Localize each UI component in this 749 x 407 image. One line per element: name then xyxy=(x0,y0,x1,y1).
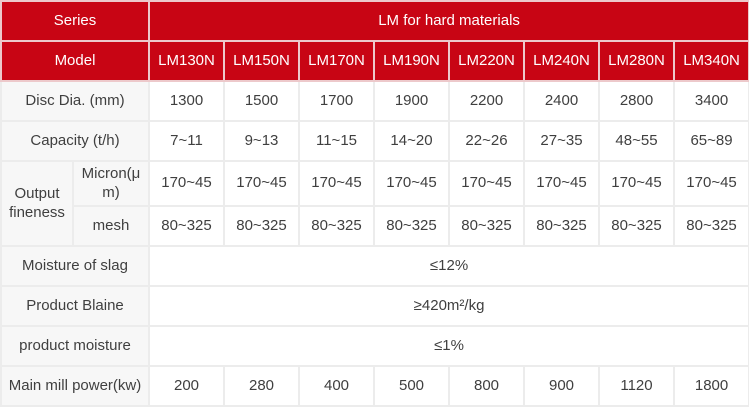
disc-dia-cell: 1500 xyxy=(223,80,300,122)
disc-dia-cell: 1300 xyxy=(148,80,225,122)
product-moisture-label: product moisture xyxy=(0,325,150,367)
micron-cell: 170~45 xyxy=(672,160,749,207)
disc-dia-cell: 3400 xyxy=(672,80,749,122)
capacity-cell: 65~89 xyxy=(672,120,749,162)
model-header-label: Model xyxy=(0,40,150,82)
micron-cell: 170~45 xyxy=(298,160,375,207)
capacity-cell: 48~55 xyxy=(598,120,675,162)
power-cell: 500 xyxy=(373,365,450,407)
micron-cell: 170~45 xyxy=(148,160,225,207)
disc-dia-cell: 2800 xyxy=(598,80,675,122)
series-header-label: Series xyxy=(0,0,150,42)
series-row: Series LM for hard materials xyxy=(0,0,749,42)
micron-cell: 170~45 xyxy=(223,160,300,207)
mesh-cell: 80~325 xyxy=(223,205,300,247)
main-mill-power-label: Main mill power(kw) xyxy=(0,365,150,407)
capacity-cell: 11~15 xyxy=(298,120,375,162)
model-cell: LM340N xyxy=(672,40,749,82)
power-cell: 800 xyxy=(448,365,525,407)
power-cell: 1800 xyxy=(672,365,749,407)
product-moisture-value: ≤1% xyxy=(147,325,749,367)
capacity-cell: 27~35 xyxy=(523,120,600,162)
main-mill-power-row: Main mill power(kw) 200 280 400 500 800 … xyxy=(0,365,749,407)
product-blaine-label: Product Blaine xyxy=(0,285,150,327)
disc-dia-cell: 2400 xyxy=(523,80,600,122)
micron-cell: 170~45 xyxy=(373,160,450,207)
micron-cell: 170~45 xyxy=(448,160,525,207)
capacity-cell: 9~13 xyxy=(223,120,300,162)
disc-dia-row: Disc Dia. (mm) 1300 1500 1700 1900 2200 … xyxy=(0,80,749,122)
mesh-cell: 80~325 xyxy=(523,205,600,247)
mesh-cell: 80~325 xyxy=(598,205,675,247)
moisture-of-slag-label: Moisture of slag xyxy=(0,245,150,287)
disc-dia-label: Disc Dia. (mm) xyxy=(0,80,150,122)
output-fineness-label: Output fineness xyxy=(0,160,74,247)
series-header-value: LM for hard materials xyxy=(147,0,749,42)
product-blaine-value: ≥420m²/kg xyxy=(147,285,749,327)
power-cell: 200 xyxy=(148,365,225,407)
micron-cell: 170~45 xyxy=(598,160,675,207)
mesh-sublabel: mesh xyxy=(72,205,150,247)
output-fineness-mesh-row: mesh 80~325 80~325 80~325 80~325 80~325 … xyxy=(1,205,749,247)
disc-dia-cell: 1900 xyxy=(373,80,450,122)
moisture-of-slag-value: ≤12% xyxy=(147,245,749,287)
moisture-of-slag-row: Moisture of slag ≤12% xyxy=(0,245,749,287)
model-cell: LM280N xyxy=(598,40,675,82)
power-cell: 1120 xyxy=(598,365,675,407)
model-cell: LM150N xyxy=(223,40,300,82)
mesh-cell: 80~325 xyxy=(298,205,375,247)
capacity-cell: 22~26 xyxy=(448,120,525,162)
micron-cell: 170~45 xyxy=(523,160,600,207)
power-cell: 400 xyxy=(298,365,375,407)
mesh-cell: 80~325 xyxy=(373,205,450,247)
model-cell: LM130N xyxy=(148,40,225,82)
mesh-cell: 80~325 xyxy=(448,205,525,247)
model-cell: LM170N xyxy=(298,40,375,82)
power-cell: 280 xyxy=(223,365,300,407)
model-cell: LM220N xyxy=(448,40,525,82)
mesh-cell: 80~325 xyxy=(148,205,225,247)
model-cell: LM190N xyxy=(373,40,450,82)
capacity-cell: 14~20 xyxy=(373,120,450,162)
product-moisture-row: product moisture ≤1% xyxy=(0,325,749,367)
capacity-label: Capacity (t/h) xyxy=(0,120,150,162)
power-cell: 900 xyxy=(523,365,600,407)
disc-dia-cell: 2200 xyxy=(448,80,525,122)
product-blaine-row: Product Blaine ≥420m²/kg xyxy=(0,285,749,327)
capacity-cell: 7~11 xyxy=(148,120,225,162)
model-row: Model LM130N LM150N LM170N LM190N LM220N… xyxy=(0,40,749,82)
model-cell: LM240N xyxy=(523,40,600,82)
output-fineness-micron-row: Output fineness Micron(μ m) 170~45 170~4… xyxy=(0,160,749,247)
disc-dia-cell: 1700 xyxy=(298,80,375,122)
mesh-cell: 80~325 xyxy=(672,205,749,247)
capacity-row: Capacity (t/h) 7~11 9~13 11~15 14~20 22~… xyxy=(0,120,749,162)
micron-sublabel: Micron(μ m) xyxy=(72,160,150,207)
